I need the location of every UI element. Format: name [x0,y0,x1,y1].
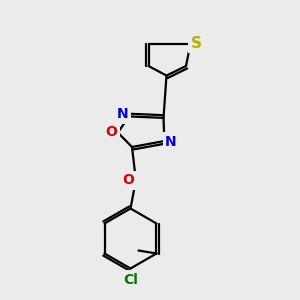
Text: N: N [165,135,177,149]
Text: Cl: Cl [123,273,138,287]
Text: O: O [122,173,134,187]
Text: O: O [105,125,117,139]
Text: S: S [190,36,201,51]
Text: N: N [117,107,129,121]
